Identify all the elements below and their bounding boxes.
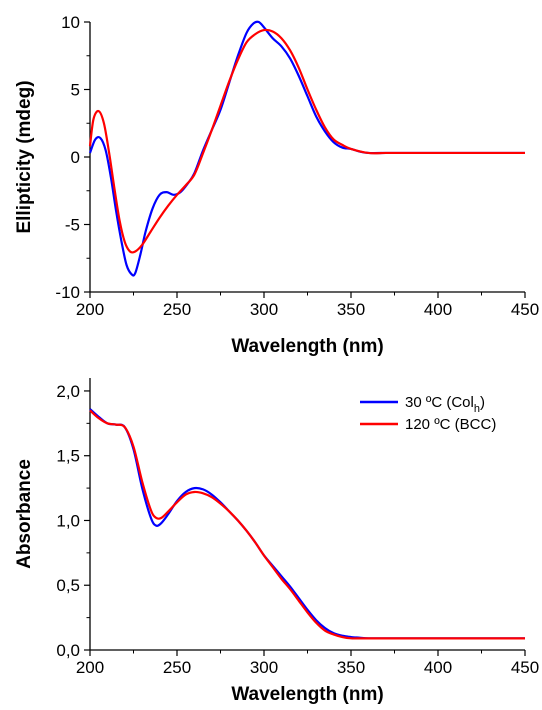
red-series-line <box>89 409 525 640</box>
x-tick-label: 450 <box>511 658 539 677</box>
x-axis-title: Wavelength (nm) <box>231 684 383 705</box>
y-tick-label: 1,5 <box>56 447 80 466</box>
blue-series-line <box>89 408 525 640</box>
x-tick-label: 250 <box>163 300 191 319</box>
x-tick-label: 450 <box>511 300 539 319</box>
y-tick-label: 2,0 <box>56 382 80 401</box>
cd-spectrum-chart: 200 250 300 350 400 450 -10 -5 0 5 10 Wavelength (n… <box>14 13 539 357</box>
y-tick-label: 0,5 <box>56 576 80 595</box>
blue-series-line <box>88 20 525 277</box>
red-series-line <box>88 28 525 254</box>
x-tick-label: 400 <box>424 300 452 319</box>
x-tick-label: 350 <box>337 300 365 319</box>
y-tick-label: 0 <box>71 148 80 167</box>
y-tick-label: 1,0 <box>56 511 80 530</box>
x-tick-label: 300 <box>250 658 278 677</box>
y-tick-label: -5 <box>65 216 80 235</box>
y-tick-label: 5 <box>71 81 80 100</box>
x-tick-label: 200 <box>76 658 104 677</box>
x-tick-label: 200 <box>76 300 104 319</box>
x-axis-title: Wavelength (nm) <box>231 336 383 357</box>
y-tick-label: 0,0 <box>56 641 80 660</box>
legend-label: 30 ºC (Colh) <box>405 394 485 415</box>
y-tick-label: 10 <box>61 13 80 32</box>
y-axis-title: Absorbance <box>14 459 35 569</box>
legend-label: 120 ºC (BCC) <box>405 416 496 433</box>
y-tick-label: -10 <box>55 283 80 302</box>
x-tick-label: 250 <box>163 658 191 677</box>
y-axis-title: Ellipticity (mdeg) <box>14 80 35 233</box>
absorbance-spectrum-chart: 200 250 300 350 400 450 0,0 0,5 1,0 1,5 2,0 Wavelen… <box>14 378 539 705</box>
x-tick-label: 400 <box>424 658 452 677</box>
x-tick-label: 300 <box>250 300 278 319</box>
x-tick-label: 350 <box>337 658 365 677</box>
